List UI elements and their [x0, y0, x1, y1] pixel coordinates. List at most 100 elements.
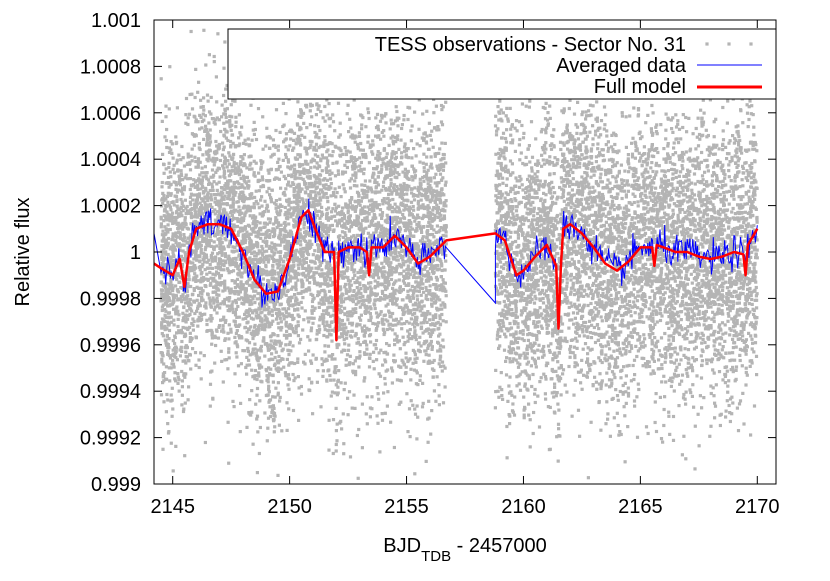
- observation-point: [431, 266, 435, 271]
- observation-point: [392, 152, 396, 156]
- observation-point: [391, 318, 396, 322]
- observation-point: [249, 196, 253, 200]
- observation-point: [251, 442, 255, 446]
- observation-point: [299, 111, 303, 115]
- observation-point: [332, 228, 336, 232]
- observation-point: [216, 237, 220, 241]
- observation-point: [172, 307, 176, 311]
- observation-point: [246, 186, 250, 190]
- observation-point: [382, 180, 386, 184]
- observation-point: [339, 270, 344, 274]
- observation-point: [184, 295, 188, 299]
- observation-point: [170, 217, 174, 221]
- observation-point: [340, 209, 344, 214]
- observation-point: [199, 251, 203, 255]
- observation-point: [227, 337, 231, 341]
- observation-point: [169, 393, 173, 397]
- observation-point: [426, 310, 430, 314]
- observation-point: [296, 360, 300, 364]
- observation-point: [251, 245, 256, 249]
- observation-point: [403, 321, 407, 326]
- observation-point: [186, 161, 190, 165]
- observation-point: [252, 294, 257, 298]
- observation-point: [239, 190, 243, 194]
- observation-point: [295, 241, 299, 245]
- observation-point: [196, 306, 200, 310]
- observation-point: [178, 233, 182, 238]
- observation-point: [422, 214, 426, 218]
- observation-point: [212, 279, 216, 283]
- observation-point: [197, 80, 201, 84]
- observation-point: [301, 328, 305, 332]
- observation-point: [252, 159, 256, 163]
- observation-point: [441, 238, 446, 242]
- observation-point: [379, 137, 383, 141]
- observation-point: [314, 135, 318, 139]
- observation-point: [434, 399, 438, 403]
- observation-point: [386, 275, 390, 279]
- observation-point: [391, 286, 395, 290]
- observation-point: [234, 264, 238, 268]
- observation-point: [259, 379, 263, 383]
- observation-point: [321, 369, 325, 373]
- observation-point: [376, 324, 380, 328]
- observation-point: [216, 230, 220, 234]
- observation-point: [440, 123, 445, 127]
- observation-point: [183, 198, 187, 202]
- observation-point: [396, 340, 400, 344]
- observation-point: [215, 244, 219, 248]
- observation-point: [234, 208, 238, 212]
- observation-point: [164, 252, 168, 256]
- observation-point: [349, 254, 353, 258]
- observation-point: [392, 289, 396, 293]
- observation-point: [364, 266, 368, 270]
- observation-point: [359, 141, 363, 146]
- observation-point: [368, 305, 372, 309]
- observation-point: [336, 385, 340, 389]
- observation-point: [183, 401, 187, 405]
- observation-point: [175, 311, 180, 315]
- observation-point: [198, 147, 202, 152]
- observation-point: [222, 121, 226, 125]
- observation-point: [353, 163, 357, 167]
- observation-point: [252, 289, 256, 293]
- observation-point: [320, 169, 324, 173]
- observation-point: [201, 239, 205, 243]
- observation-point: [325, 211, 329, 215]
- observation-point: [244, 266, 248, 270]
- observation-point: [167, 161, 171, 165]
- observation-point: [239, 242, 243, 246]
- observation-point: [296, 324, 300, 328]
- observation-point: [418, 239, 423, 243]
- observation-point: [405, 296, 409, 300]
- observation-point: [377, 397, 381, 401]
- observation-point: [163, 313, 167, 317]
- observation-point: [164, 250, 168, 254]
- observation-point: [251, 281, 255, 285]
- observation-point: [169, 148, 173, 152]
- observation-point: [381, 237, 385, 241]
- observation-point: [359, 270, 363, 274]
- observation-point: [199, 314, 203, 318]
- observation-point: [357, 299, 361, 303]
- observation-point: [274, 108, 279, 112]
- observation-point: [423, 205, 427, 209]
- observation-point: [362, 192, 366, 196]
- observation-point: [308, 139, 312, 143]
- observation-point: [237, 113, 241, 117]
- observation-point: [195, 179, 199, 183]
- observation-point: [366, 135, 370, 139]
- observation-point: [383, 280, 387, 284]
- observation-point: [438, 355, 443, 359]
- observation-point: [422, 138, 426, 142]
- observation-point: [350, 224, 354, 228]
- observation-point: [314, 113, 318, 117]
- observation-point: [240, 125, 244, 129]
- observation-point: [219, 318, 223, 322]
- observation-point: [410, 156, 414, 160]
- observation-point: [414, 369, 418, 373]
- observation-point: [283, 220, 287, 224]
- observation-point: [265, 249, 269, 253]
- observation-point: [420, 230, 424, 234]
- observation-point: [268, 270, 272, 274]
